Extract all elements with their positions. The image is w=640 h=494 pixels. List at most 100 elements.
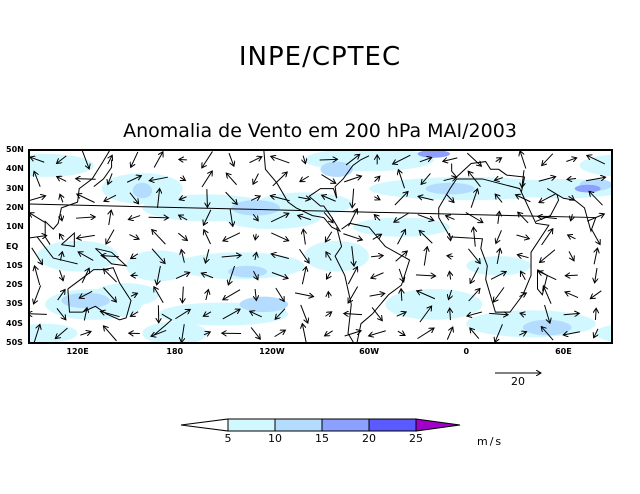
coastline (263, 150, 370, 233)
wind-vector (417, 291, 436, 300)
colorbar-segment (274, 418, 323, 432)
wind-vector (300, 175, 309, 181)
wind-vector (57, 289, 65, 301)
wind-vector (568, 251, 574, 260)
speed-contour (132, 182, 153, 199)
wind-vector (568, 235, 576, 239)
wind-vector (473, 227, 475, 247)
lon-label: 60E (555, 347, 572, 356)
wind-vector (203, 312, 212, 316)
wind-vector (328, 292, 329, 298)
wind-vector (223, 232, 241, 241)
wind-vector (516, 235, 529, 239)
lat-label: 50S (6, 338, 23, 347)
wind-vector (249, 157, 262, 164)
colorbar-tick-label: 15 (315, 432, 329, 445)
wind-vector (374, 176, 379, 183)
wind-vector (230, 208, 233, 227)
wind-vector (538, 177, 556, 182)
wind-vector (128, 215, 141, 220)
coastline (153, 313, 173, 336)
wind-vector (369, 293, 385, 296)
wind-vector (419, 230, 433, 244)
wind-vector (538, 216, 557, 218)
wind-vector (299, 248, 309, 263)
wind-vector (181, 324, 184, 342)
wind-vector (563, 332, 580, 335)
wind-vector (76, 217, 95, 218)
lat-label: 40S (6, 318, 23, 328)
colorbar-tick-label: 25 (409, 432, 423, 445)
wind-vector (250, 311, 263, 318)
wind-vector (101, 256, 119, 257)
wind-vector (489, 313, 508, 314)
wind-vector (255, 252, 257, 261)
wind-vector (129, 192, 139, 204)
wind-vector (470, 189, 477, 208)
wind-vector (254, 270, 258, 280)
wind-vector (108, 173, 113, 184)
wind-vector (594, 248, 597, 265)
wind-vector (303, 229, 305, 245)
wind-vector (179, 215, 188, 221)
wind-vector (585, 177, 606, 182)
wind-vector (175, 309, 190, 320)
wind-vector (103, 326, 117, 342)
coastline (93, 159, 113, 188)
wind-vector (495, 324, 503, 342)
wind-vector (345, 154, 360, 166)
wind-vector (344, 314, 363, 315)
wind-vector (374, 215, 381, 221)
wind-vector (78, 252, 94, 261)
wind-vector (34, 266, 41, 286)
wind-vector (520, 313, 527, 315)
wind-vector (520, 151, 527, 169)
wind-vector (77, 235, 95, 238)
wind-vector (522, 170, 524, 188)
wind-vector (371, 307, 382, 320)
wind-vector (271, 232, 288, 241)
wind-vector (80, 332, 91, 336)
wind-vector (449, 271, 450, 280)
colorbar-min-triangle (180, 418, 229, 432)
wind-vector (81, 268, 89, 283)
wind-vector (33, 324, 40, 343)
wind-vector (149, 176, 168, 181)
wind-vector (255, 233, 256, 240)
wind-vector (325, 312, 331, 316)
wind-vector (419, 306, 432, 323)
wind-vector (84, 308, 87, 321)
wind-vector (397, 331, 405, 335)
wind-vector (294, 292, 314, 297)
wind-vector (274, 330, 286, 338)
wind-vector (103, 287, 117, 302)
wind-vector (29, 314, 47, 315)
wind-vector (374, 197, 380, 200)
wind-vector (301, 267, 306, 285)
wind-vector (270, 196, 290, 202)
wind-vector (490, 272, 506, 280)
wind-vector (521, 271, 526, 280)
wind-vector (325, 330, 333, 336)
wind-vector (272, 172, 287, 187)
wind-vector (347, 267, 357, 285)
wind-vector (470, 267, 479, 283)
wind-vector (202, 151, 213, 167)
coastline (44, 150, 111, 245)
wind-vector (31, 247, 43, 265)
wind-vector (371, 272, 384, 279)
wind-vector (393, 154, 411, 164)
wind-vector (221, 255, 241, 257)
wind-vector (175, 272, 190, 279)
wind-vector (449, 232, 450, 241)
wind-vector (369, 330, 386, 336)
coastline (61, 231, 75, 248)
wind-vector (468, 171, 481, 188)
wind-vector (495, 158, 502, 162)
colorbar-tick-label: 20 (362, 432, 376, 445)
wind-vector (344, 176, 361, 183)
wind-vector (595, 308, 596, 320)
wind-vector (182, 286, 183, 303)
wind-vector (250, 196, 260, 200)
wind-vector (497, 248, 500, 265)
